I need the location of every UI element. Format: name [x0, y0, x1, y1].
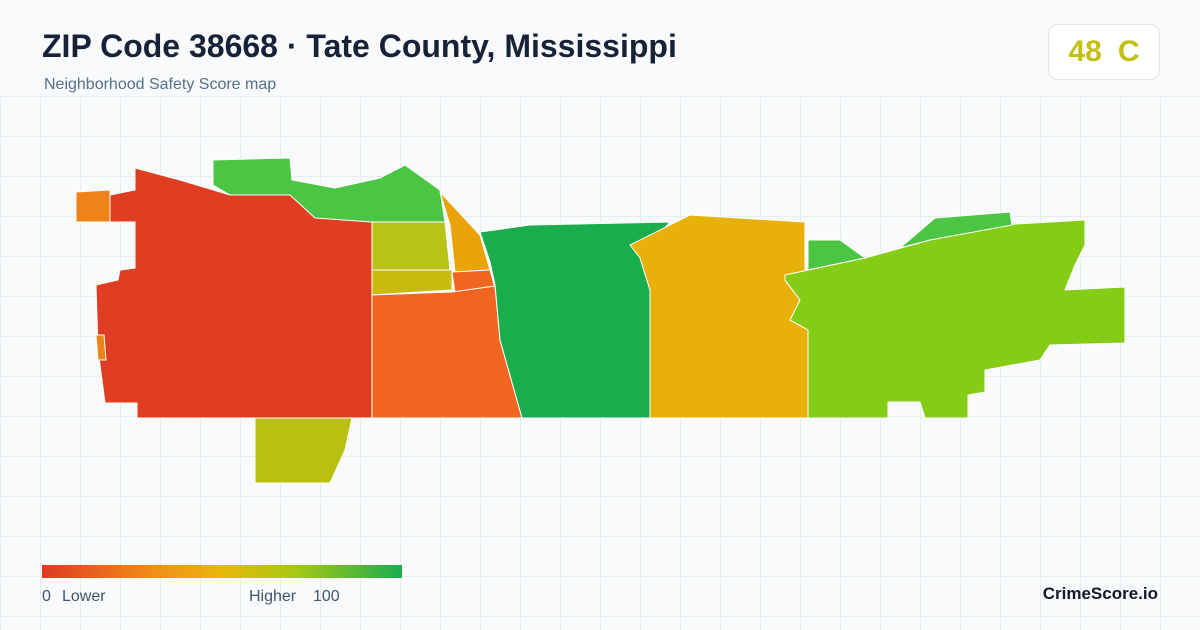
title: ZIP Code 38668 · Tate County, Mississipp…: [42, 28, 677, 64]
area: [784, 219, 1126, 419]
area: [95, 334, 107, 361]
brand: CrimeScore.io: [1042, 584, 1158, 603]
area: [371, 269, 453, 296]
legend-gradient: [42, 565, 402, 578]
area: [212, 157, 446, 223]
legend-max: 100: [313, 588, 340, 605]
score-grade: C: [1117, 35, 1140, 68]
area: [254, 417, 353, 484]
area: [899, 211, 1013, 249]
area: [95, 167, 373, 419]
area: [371, 221, 451, 271]
score-badge: 48 C: [1048, 24, 1160, 80]
score-value: 48: [1068, 35, 1102, 68]
area: [75, 189, 111, 223]
legend-min: 0: [42, 588, 51, 605]
legend-max-label: Higher: [249, 588, 297, 605]
legend-min-label: Lower: [62, 588, 106, 605]
area: [629, 214, 809, 419]
subtitle: Neighborhood Safety Score map: [44, 76, 277, 93]
